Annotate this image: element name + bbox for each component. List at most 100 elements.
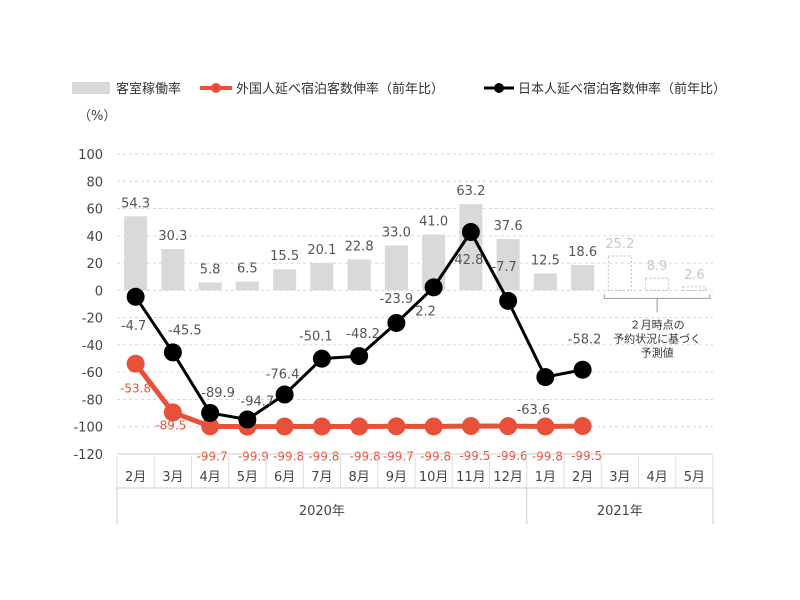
x-tick-label: 5月 xyxy=(684,470,705,485)
forecast-bracket xyxy=(603,294,711,313)
foreign-point xyxy=(163,403,182,422)
forecast-note-line: 予測値 xyxy=(641,345,674,359)
occupancy-bar xyxy=(571,265,595,291)
legend: 客室稼働率 外国人延べ宿泊客数伸率（前年比） 日本人延べ宿泊客数伸率（前年比） xyxy=(72,81,726,97)
foreign-data-label: -99.5 xyxy=(459,449,490,463)
forecast-bar xyxy=(607,255,633,291)
occupancy-bar-label: 63.2 xyxy=(456,184,485,199)
legend-label-occupancy: 客室稼働率 xyxy=(116,81,181,97)
japanese-data-label: -94.7 xyxy=(241,395,275,410)
foreign-point xyxy=(350,417,369,436)
y-tick-label: -120 xyxy=(73,448,103,463)
forecast-bar xyxy=(682,286,707,291)
japanese-point xyxy=(461,223,480,241)
y-tick-label: -60 xyxy=(82,366,103,381)
japanese-data-label: -89.9 xyxy=(201,386,235,401)
japanese-point xyxy=(126,287,145,306)
japanese-data-label: -4.7 xyxy=(121,319,146,334)
japanese-data-label: -45.5 xyxy=(168,323,202,338)
x-tick-label: 3月 xyxy=(162,470,183,485)
forecast-bar-label: 25.2 xyxy=(605,237,634,252)
occupancy-bar-label: 5.8 xyxy=(200,262,221,277)
japanese-point xyxy=(238,410,257,429)
occupancy-bar-label: 6.5 xyxy=(237,262,258,277)
y-unit-label: （%） xyxy=(78,109,116,124)
foreign-point xyxy=(126,354,145,373)
x-tick-label: 2月 xyxy=(572,470,593,485)
japanese-data-label: -50.1 xyxy=(299,330,333,345)
occupancy-bar xyxy=(533,273,557,291)
occupancy-bar-label: 22.8 xyxy=(345,239,374,254)
foreign-data-label: -99.7 xyxy=(197,449,228,463)
japanese-point xyxy=(387,313,406,332)
japanese-data-label: -76.4 xyxy=(266,368,300,383)
forecast-bar-label: 8.9 xyxy=(647,259,668,274)
legend-label-japanese: 日本人延べ宿泊客数伸率（前年比） xyxy=(518,81,726,97)
japanese-data-label: 42.8 xyxy=(454,253,483,268)
foreign-data-label: -53.8 xyxy=(120,382,151,396)
japanese-data-label: -23.9 xyxy=(380,292,414,307)
japanese-data-label: -63.6 xyxy=(517,403,551,418)
occupancy-bar-label: 15.5 xyxy=(270,249,299,264)
foreign-point xyxy=(312,417,331,436)
japanese-point xyxy=(312,349,331,368)
occupancy-bar xyxy=(273,269,297,291)
japanese-data-label: -58.2 xyxy=(568,333,602,348)
occupancy-bar xyxy=(161,249,185,291)
japanese-point xyxy=(350,347,369,366)
occupancy-bar xyxy=(198,282,222,291)
foreign-data-label: -99.6 xyxy=(497,449,528,463)
forecast-bar-label: 2.6 xyxy=(684,268,705,283)
foreign-data-label: -99.8 xyxy=(420,449,451,463)
occupancy-bar xyxy=(384,245,408,291)
foreign-data-label: -99.9 xyxy=(238,450,269,464)
foreign-data-label: -99.7 xyxy=(383,449,414,463)
japanese-data-label: -7.7 xyxy=(491,260,516,275)
forecast-note-line: 予約状況に基づく xyxy=(613,331,701,345)
y-tick-label: 40 xyxy=(86,230,103,245)
x-tick-label: 4月 xyxy=(199,470,220,485)
foreign-data-label: -99.5 xyxy=(571,449,602,463)
japanese-point xyxy=(424,278,443,297)
x-tick-label: 10月 xyxy=(419,470,449,485)
x-tick-label: 5月 xyxy=(237,470,258,485)
japanese-point xyxy=(275,385,294,404)
foreign-point xyxy=(573,417,592,436)
y-tick-label: 80 xyxy=(86,175,103,190)
occupancy-bar-label: 54.3 xyxy=(121,196,150,211)
occupancy-bar-label: 30.3 xyxy=(158,229,187,244)
year-label: 2021年 xyxy=(597,504,643,519)
forecast-note-line: ２月時点の xyxy=(630,318,685,331)
legend-swatch-occupancy xyxy=(72,82,110,94)
x-tick-label: 9月 xyxy=(386,470,407,485)
forecast-bar xyxy=(644,277,670,291)
x-tick-label: 2月 xyxy=(125,470,146,485)
y-tick-label: -100 xyxy=(73,421,103,436)
year-label: 2020年 xyxy=(299,504,345,519)
x-tick-label: 4月 xyxy=(646,470,667,485)
japanese-point xyxy=(201,403,220,422)
bar-labels: 54.3 30.3 5.8 6.5 15.5 20.1 22.8 33.0 41.0 63.2 37… xyxy=(121,184,705,283)
y-tick-label: -80 xyxy=(82,393,103,408)
japanese-data-label: 2.2 xyxy=(415,304,436,319)
occupancy-bar xyxy=(496,239,520,291)
occupancy-bar-label: 18.6 xyxy=(568,245,597,260)
foreign-point xyxy=(424,417,443,436)
y-tick-label: -40 xyxy=(82,339,103,354)
legend-marker-foreign xyxy=(211,83,221,93)
legend-marker-japanese xyxy=(494,83,504,93)
occupancy-bar xyxy=(124,216,148,291)
occupancy-bar xyxy=(310,262,334,291)
legend-label-foreign: 外国人延べ宿泊客数伸率（前年比） xyxy=(236,81,444,97)
x-tick-label: 3月 xyxy=(609,470,630,485)
x-tick-label: 7月 xyxy=(311,470,332,485)
y-tick-label: 20 xyxy=(86,257,103,272)
x-tick-label: 11月 xyxy=(456,470,486,485)
occupancy-bar-label: 37.6 xyxy=(494,219,523,234)
y-tick-label: 100 xyxy=(78,148,103,163)
foreign-point xyxy=(461,417,480,436)
foreign-data-label: -99.8 xyxy=(308,449,339,463)
foreign-point xyxy=(201,417,220,436)
